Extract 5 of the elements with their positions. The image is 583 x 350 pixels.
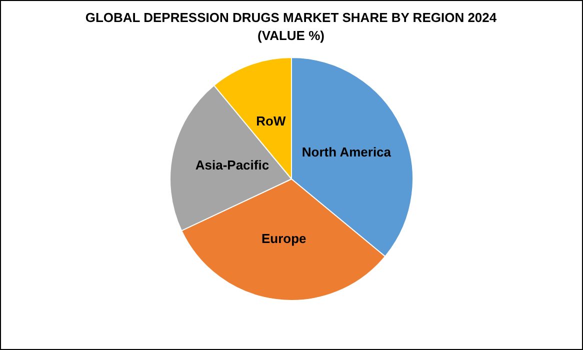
slice-label: RoW xyxy=(256,113,286,128)
slice-label: Asia-Pacific xyxy=(195,157,270,172)
slice-label: Europe xyxy=(261,230,306,246)
slice-label: North America xyxy=(302,144,392,160)
chart-title: GLOBAL DEPRESSION DRUGS MARKET SHARE BY REGION 2024 (VALUE %) xyxy=(84,9,498,45)
